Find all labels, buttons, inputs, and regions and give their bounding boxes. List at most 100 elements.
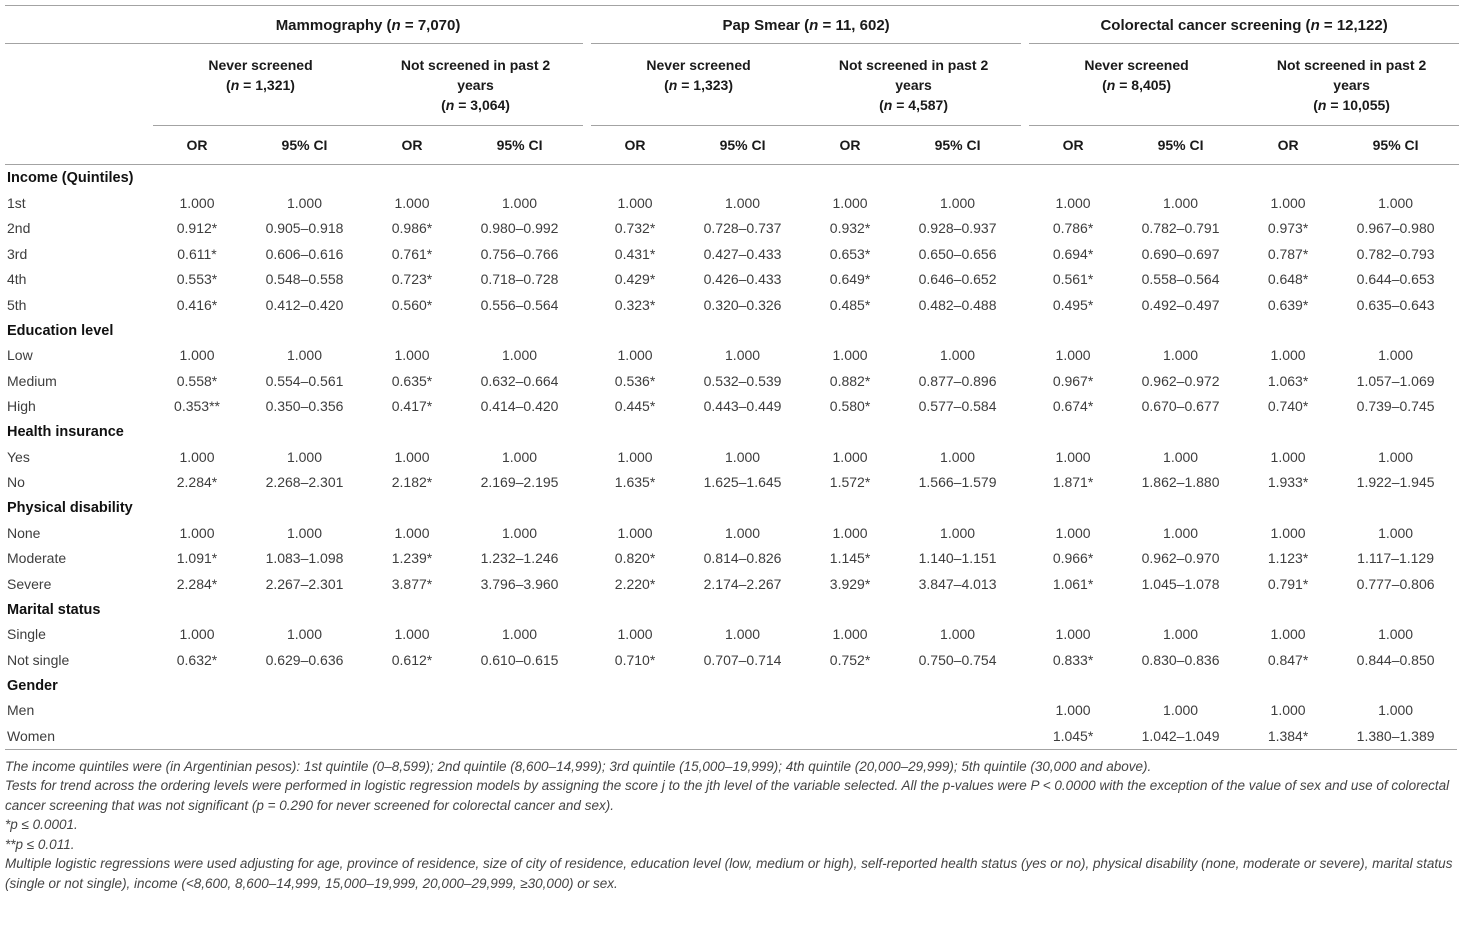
column-spacer xyxy=(1021,394,1029,420)
value-cell: 1.145* xyxy=(829,550,871,566)
value-cell: 0.962–0.972 xyxy=(1141,372,1220,389)
section-header-row: Education level xyxy=(5,318,1459,343)
value-cell: 0.962–0.970 xyxy=(1141,550,1220,566)
value-cell: 0.644–0.653 xyxy=(1356,271,1435,287)
value-cell xyxy=(894,723,1021,749)
value-cell: 0.445* xyxy=(614,398,656,414)
value-cell: 1.572* xyxy=(829,474,871,490)
value-cell: 1.000 xyxy=(1378,347,1414,363)
column-spacer xyxy=(583,267,591,293)
value-cell: 1.057–1.069 xyxy=(1356,372,1435,389)
value-cell: 0.536* xyxy=(614,372,656,389)
value-cell: 1.000 xyxy=(1055,626,1091,642)
value-cell: 0.710* xyxy=(614,651,656,668)
ci-column-header: 95% CI xyxy=(456,125,584,165)
column-spacer xyxy=(1021,6,1029,44)
value-cell: 0.646–0.652 xyxy=(918,271,997,287)
data-row: Low 1.000 1.000 1.000 1.000 1.000 1.000 1.000 1.… xyxy=(5,343,1459,369)
value-cell xyxy=(241,698,368,724)
value-cell: 0.973* xyxy=(1267,220,1309,236)
value-cell: 1.871* xyxy=(1052,474,1094,490)
column-spacer xyxy=(1021,470,1029,496)
data-row: 3rd 0.611* 0.606–0.616 0.761* 0.756–0.766 0.4… xyxy=(5,241,1459,267)
value-cell: 1.000 xyxy=(940,448,976,465)
table-header: Mammography (n = 7,070) Pap Smear (n = 11… xyxy=(5,5,1460,165)
value-cell: 1.000 xyxy=(832,626,868,642)
value-cell xyxy=(241,723,368,749)
value-cell: 0.414–0.420 xyxy=(480,398,559,414)
value-cell: 0.844–0.850 xyxy=(1356,651,1435,668)
value-cell: 0.966* xyxy=(1052,550,1094,566)
or-column-header: OR xyxy=(1244,125,1333,165)
data-row: Men 1.000 1.000 1.000 1.000 xyxy=(5,698,1459,724)
value-cell xyxy=(806,723,894,749)
value-cell xyxy=(368,698,456,724)
data-row: No 2.284* 2.268–2.301 2.182* 2.169–2.195 1.63… xyxy=(5,470,1459,496)
value-cell: 1.000 xyxy=(179,347,215,363)
table-body: Income (Quintiles) 1st 1.000 1.000 1.000 1.00… xyxy=(5,165,1459,749)
value-cell: 1.123* xyxy=(1267,550,1309,566)
subgroup-header-row: Never screened (n = 1,321) Not screened in… xyxy=(5,43,1460,126)
value-cell: 0.426–0.433 xyxy=(703,271,782,287)
ci-column-header: 95% CI xyxy=(1332,125,1460,165)
data-row: 2nd 0.912* 0.905–0.918 0.986* 0.980–0.992 0.7… xyxy=(5,216,1459,242)
value-cell: 1.000 xyxy=(940,626,976,642)
value-cell: 0.649* xyxy=(829,271,871,287)
data-row: Yes 1.000 1.000 1.000 1.000 1.000 1.000 1.000 1.… xyxy=(5,444,1459,470)
column-spacer xyxy=(1021,571,1029,597)
value-cell: 0.694* xyxy=(1052,245,1094,262)
value-cell: 1.063* xyxy=(1267,372,1309,389)
ci-column-header: 95% CI xyxy=(894,125,1022,165)
column-spacer xyxy=(1021,368,1029,394)
column-spacer xyxy=(1021,622,1029,648)
value-cell: 0.782–0.791 xyxy=(1141,220,1220,236)
value-cell: 1.000 xyxy=(940,347,976,363)
data-row: None 1.000 1.000 1.000 1.000 1.000 1.000 1.000 1… xyxy=(5,520,1459,546)
group-title-2: Colorectal cancer screening (n = 12,122) xyxy=(1029,5,1460,44)
ci-column-header: 95% CI xyxy=(241,125,368,165)
value-cell: 1.000 xyxy=(1163,626,1199,642)
column-spacer xyxy=(1021,546,1029,572)
value-cell: 1.000 xyxy=(1163,347,1199,363)
value-cell: 0.635* xyxy=(391,372,433,389)
section-header: Gender xyxy=(7,677,58,694)
value-cell: 0.986* xyxy=(391,220,433,236)
section-header: Health insurance xyxy=(7,424,124,440)
value-cell xyxy=(806,698,894,724)
value-cell: 0.635–0.643 xyxy=(1356,296,1435,313)
value-cell: 0.417* xyxy=(391,398,433,414)
value-cell: 0.492–0.497 xyxy=(1141,296,1220,313)
row-label: Not single xyxy=(7,651,70,668)
value-cell: 0.820* xyxy=(614,550,656,566)
value-cell: 0.560* xyxy=(391,296,433,313)
value-cell: 1.000 xyxy=(832,524,868,541)
results-table: Mammography (n = 7,070) Pap Smear (n = 11… xyxy=(5,5,1460,749)
value-cell: 1.000 xyxy=(502,626,538,642)
or-column-header: OR xyxy=(368,125,456,165)
row-label: 4th xyxy=(7,271,27,287)
row-label: High xyxy=(7,398,36,414)
group-title-0: Mammography (n = 7,070) xyxy=(153,5,584,44)
column-spacer xyxy=(583,125,592,165)
value-cell: 1.000 xyxy=(1378,626,1414,642)
value-cell: 1.232–1.246 xyxy=(480,550,559,566)
value-cell: 1.000 xyxy=(725,347,761,363)
column-spacer xyxy=(1021,241,1029,267)
column-spacer xyxy=(583,520,591,546)
value-cell: 2.220* xyxy=(614,575,656,592)
value-cell: 1.000 xyxy=(617,524,653,541)
column-spacer xyxy=(583,571,591,597)
value-cell: 0.877–0.896 xyxy=(918,372,997,389)
value-cell: 0.416* xyxy=(176,296,218,313)
value-cell: 1.000 xyxy=(502,194,538,211)
value-cell: 3.796–3.960 xyxy=(480,575,559,592)
section-header-row: Income (Quintiles) xyxy=(5,165,1459,191)
value-cell: 0.431* xyxy=(614,245,656,262)
value-cell: 1.000 xyxy=(1378,524,1414,541)
value-cell: 1.000 xyxy=(394,524,430,541)
value-cell: 0.556–0.564 xyxy=(480,296,559,313)
value-cell: 1.083–1.098 xyxy=(265,550,344,566)
data-row: Moderate 1.091* 1.083–1.098 1.239* 1.232–1.2… xyxy=(5,546,1459,572)
value-cell: 2.268–2.301 xyxy=(265,474,344,490)
value-cell: 2.284* xyxy=(176,474,218,490)
